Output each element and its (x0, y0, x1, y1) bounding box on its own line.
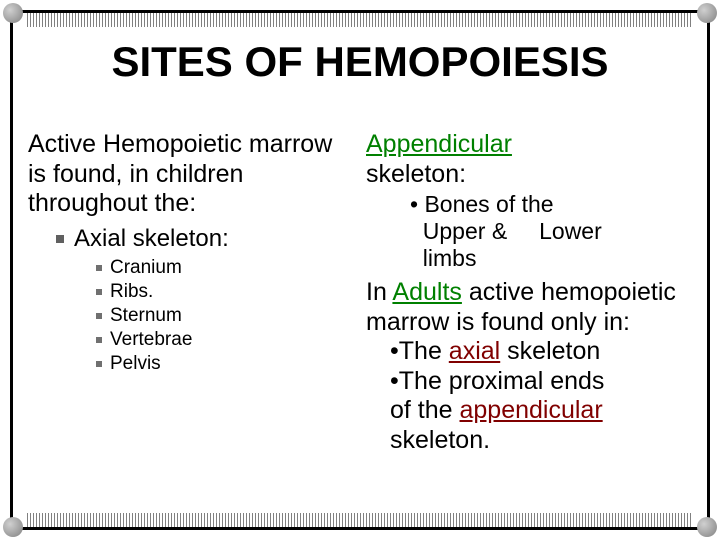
square-bullet-icon (56, 235, 64, 243)
dot-bullet-icon: • (390, 337, 399, 365)
corner-disc-tr (697, 3, 717, 23)
appendicular-sub: • Bones of the Upper & Lower limbs (366, 191, 692, 272)
adults-pre: In (366, 278, 392, 306)
dot-bullet-icon: • (410, 191, 418, 217)
sub-text: Upper & (423, 218, 507, 244)
hatch-band-top (27, 13, 693, 27)
square-bullet-icon (96, 337, 102, 343)
list-item: Pelvis (96, 353, 354, 375)
bullet-text-pre: The (399, 337, 449, 365)
adults-block: In Adults active hemopoietic marrow is f… (366, 278, 692, 337)
left-column: Active Hemopoietic marrow is found, in c… (28, 130, 360, 520)
bullet-text-pre: of the (390, 396, 460, 424)
left-intro-text: Active Hemopoietic marrow is found, in c… (28, 130, 354, 219)
right-column: Appendicular skeleton: • Bones of the Up… (360, 130, 692, 520)
list-item: Sternum (96, 305, 354, 327)
bullet-text: skeleton. (390, 426, 490, 454)
dot-bullet-icon: • (390, 367, 399, 395)
list-item-label: Vertebrae (110, 329, 192, 351)
corner-disc-bl (3, 517, 23, 537)
slide-title: SITES OF HEMOPOIESIS (0, 38, 720, 86)
axial-keyword: axial (449, 337, 500, 365)
appendicular-keyword2: appendicular (460, 396, 603, 424)
corner-disc-br (697, 517, 717, 537)
list-item-label: Ribs. (110, 281, 153, 303)
sub-text: Bones of the (424, 191, 553, 217)
adults-keyword: Adults (392, 278, 461, 306)
list-item-label: Pelvis (110, 353, 161, 375)
level2-list: Cranium Ribs. Sternum Vertebrae Pelvis (28, 257, 354, 375)
bullet-text: The proximal ends (399, 367, 605, 395)
list-item-label: Sternum (110, 305, 182, 327)
corner-disc-tl (3, 3, 23, 23)
list-item-label: Cranium (110, 257, 182, 279)
square-bullet-icon (96, 313, 102, 319)
square-bullet-icon (96, 265, 102, 271)
appendicular-heading: Appendicular skeleton: (366, 130, 692, 189)
square-bullet-icon (96, 361, 102, 367)
list-item: Cranium (96, 257, 354, 279)
level1-item: Axial skeleton: (28, 225, 354, 253)
appendicular-keyword: Appendicular (366, 130, 512, 158)
list-item: Ribs. (96, 281, 354, 303)
content-columns: Active Hemopoietic marrow is found, in c… (28, 130, 692, 520)
bullet-text-post: skeleton (500, 337, 600, 365)
square-bullet-icon (96, 289, 102, 295)
list-item: Vertebrae (96, 329, 354, 351)
adults-bullets: •The axial skeleton •The proximal ends o… (366, 337, 692, 455)
level1-label: Axial skeleton: (74, 225, 229, 253)
appendicular-heading-rest: skeleton: (366, 160, 466, 188)
sub-text: limbs (423, 245, 477, 271)
sub-text: Lower (539, 218, 602, 244)
